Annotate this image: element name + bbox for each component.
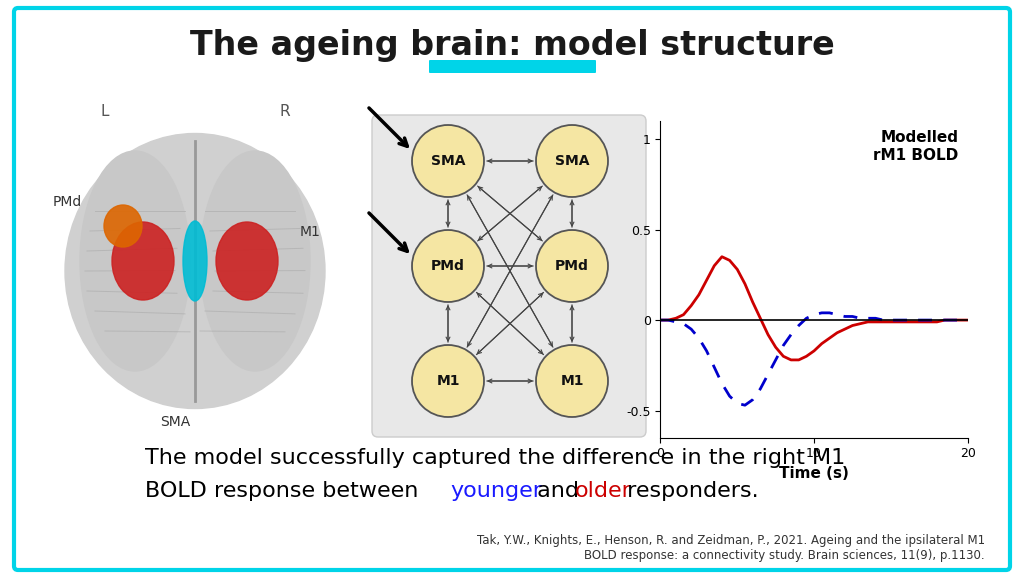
- Ellipse shape: [112, 222, 174, 300]
- Text: SMA: SMA: [555, 154, 589, 168]
- Text: M1: M1: [300, 225, 321, 239]
- Circle shape: [412, 125, 484, 197]
- FancyBboxPatch shape: [372, 115, 646, 437]
- Text: M1: M1: [436, 374, 460, 388]
- FancyBboxPatch shape: [429, 60, 596, 73]
- Text: BOLD response between: BOLD response between: [145, 481, 426, 501]
- Ellipse shape: [80, 151, 190, 371]
- Circle shape: [412, 230, 484, 302]
- X-axis label: Time (s): Time (s): [779, 466, 849, 481]
- Text: The model successfully captured the difference in the right M1: The model successfully captured the diff…: [145, 448, 845, 468]
- Ellipse shape: [65, 134, 325, 408]
- Text: PMd: PMd: [52, 195, 82, 209]
- Text: older: older: [575, 481, 632, 501]
- Text: Modelled
rM1 BOLD: Modelled rM1 BOLD: [873, 131, 958, 163]
- Text: Tak, Y.W., Knights, E., Henson, R. and Zeidman, P., 2021. Ageing and the ipsilat: Tak, Y.W., Knights, E., Henson, R. and Z…: [477, 534, 985, 562]
- Text: SMA: SMA: [431, 154, 465, 168]
- Circle shape: [536, 230, 608, 302]
- Ellipse shape: [200, 151, 310, 371]
- Ellipse shape: [216, 222, 278, 300]
- Text: PMd: PMd: [555, 259, 589, 273]
- Text: SMA: SMA: [160, 415, 190, 429]
- Text: younger: younger: [450, 481, 542, 501]
- Circle shape: [536, 125, 608, 197]
- Text: and: and: [530, 481, 586, 501]
- Circle shape: [536, 345, 608, 417]
- Text: M1: M1: [560, 374, 584, 388]
- Text: PMd: PMd: [431, 259, 465, 273]
- Text: L: L: [100, 104, 110, 119]
- Text: responders.: responders.: [620, 481, 759, 501]
- Circle shape: [412, 345, 484, 417]
- Text: The ageing brain: model structure: The ageing brain: model structure: [189, 29, 835, 63]
- Text: R: R: [280, 104, 291, 119]
- Ellipse shape: [183, 221, 207, 301]
- Ellipse shape: [104, 205, 142, 247]
